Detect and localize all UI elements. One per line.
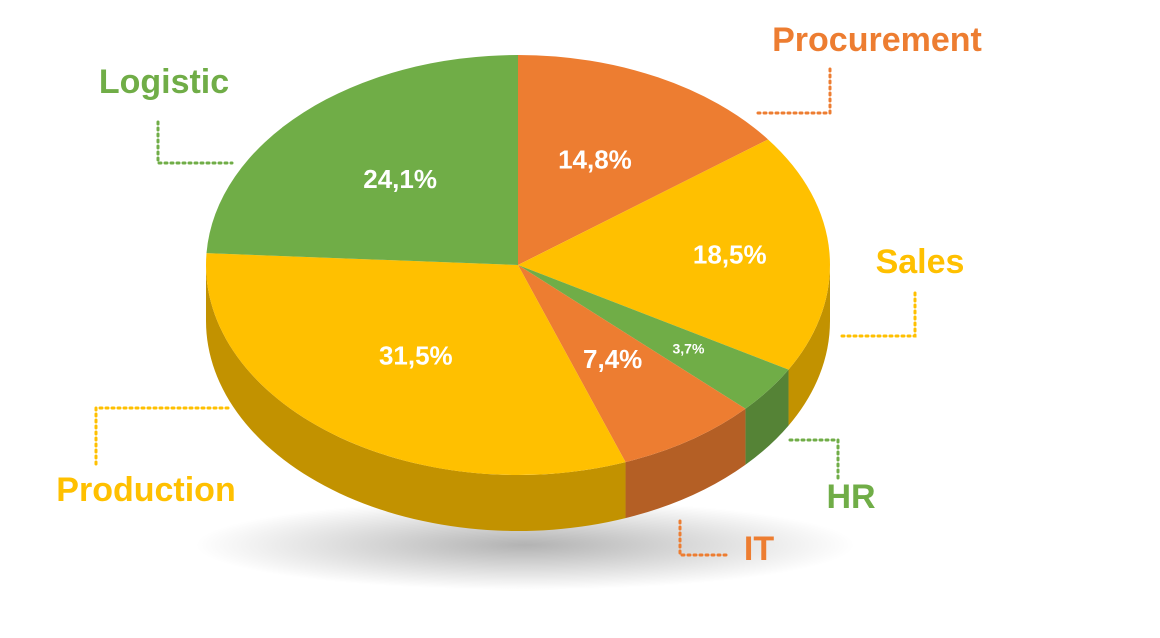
value-label-sales: 18,5%: [693, 239, 767, 269]
pie-side-sales: [788, 265, 830, 426]
leader-line-procurement: [756, 66, 832, 115]
value-label-procurement: 14,8%: [558, 145, 632, 175]
value-label-production: 31,5%: [379, 341, 453, 371]
value-label-logistic: 24,1%: [363, 164, 437, 194]
pie-shadow: [195, 500, 855, 590]
leader-line-logistic: [156, 120, 234, 165]
leader-line-production: [94, 406, 230, 470]
pie-slice-procurement: [518, 55, 769, 265]
pie-slice-logistic: [206, 55, 518, 265]
leader-line-hr: [788, 438, 840, 480]
leader-line-it: [678, 519, 732, 557]
category-label-procurement: Procurement: [772, 21, 982, 59]
pie-slice-hr: [518, 265, 789, 409]
value-label-it: 7,4%: [583, 344, 642, 374]
pie-slice-sales: [518, 139, 830, 370]
category-label-it: IT: [744, 530, 774, 568]
category-label-production: Production: [56, 471, 235, 509]
leader-line-sales: [840, 290, 917, 338]
category-label-sales: Sales: [876, 243, 965, 281]
pie-side-hr: [745, 369, 789, 465]
category-label-logistic: Logistic: [99, 63, 229, 101]
pie-side-it: [625, 408, 746, 519]
pie-side-production: [206, 265, 626, 531]
category-label-hr: HR: [826, 478, 875, 516]
pie-slice-production: [205, 253, 626, 475]
pie-slice-it: [518, 265, 746, 463]
value-label-hr: 3,7%: [672, 341, 704, 357]
